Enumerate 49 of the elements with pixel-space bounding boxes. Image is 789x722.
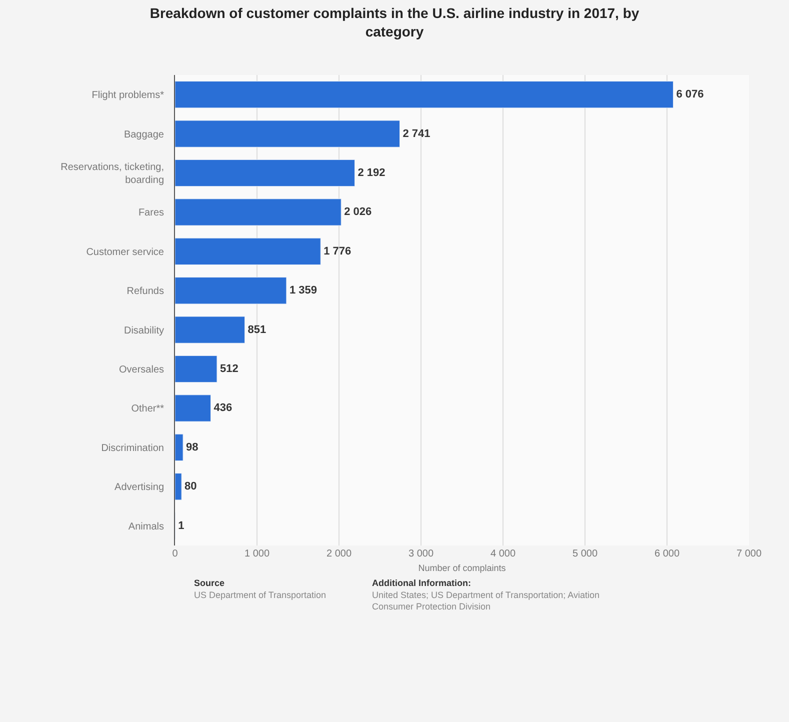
data-label: 2 026 [344, 206, 372, 218]
bar [175, 473, 182, 500]
bar [175, 394, 211, 422]
bar [175, 238, 321, 265]
data-label: 1 776 [324, 245, 352, 258]
x-axis-title: Number of complaints [418, 563, 506, 574]
text: Source [194, 578, 225, 588]
data-label: 98 [186, 441, 198, 454]
x-tick-label: 0 [172, 548, 178, 560]
text: United States; US Department of Transportation; Aviation Consumer Protection Division [372, 590, 600, 612]
bar [175, 277, 287, 304]
data-label: 851 [248, 324, 266, 336]
x-tick-label: 5 000 [572, 548, 598, 560]
data-label: 2 741 [402, 128, 430, 140]
y-tick-label: Fares [138, 208, 164, 219]
x-tick-label: 2 000 [326, 548, 352, 560]
y-tick-label: Animals [128, 521, 164, 532]
bar [175, 120, 400, 148]
y-tick-label: Oversales [118, 364, 164, 376]
x-tick-label: 7 000 [736, 548, 762, 560]
x-tick-label: 1 000 [244, 548, 270, 560]
y-tick-label: Reservations, ticketing, boarding [60, 162, 164, 186]
x-tick-label: 6 000 [654, 548, 680, 560]
bar [175, 316, 246, 344]
y-tick-label: Disability [124, 325, 164, 336]
y-tick-label: Flight problems* [92, 90, 164, 102]
bar [175, 198, 342, 226]
bar [175, 434, 184, 461]
y-tick-label: Customer service [86, 246, 164, 258]
data-label: 1 359 [289, 284, 317, 297]
text: US Department of Transportation [194, 590, 326, 600]
y-tick-label: Advertising [114, 482, 164, 494]
x-tick-label: 3 000 [408, 548, 434, 560]
data-label: 80 [184, 480, 197, 493]
data-label: 1 [178, 520, 184, 532]
x-tick-label: 4 000 [490, 548, 516, 560]
bar [175, 159, 355, 187]
data-label: 6 076 [676, 88, 704, 101]
y-tick-label: Discrimination [101, 442, 164, 454]
text: Additional Information: [372, 578, 471, 588]
y-tick-label: Baggage [124, 129, 164, 140]
chart-title: Breakdown of customer complaints in the U.S. airline industry in 2017, by category [150, 5, 640, 40]
y-tick-label: Other** [131, 404, 164, 415]
y-tick-label: Refunds [126, 286, 164, 298]
data-label: 2 192 [358, 167, 386, 180]
data-label: 436 [214, 402, 232, 414]
bar [175, 81, 674, 108]
bar [175, 355, 218, 383]
data-label: 512 [220, 363, 238, 376]
